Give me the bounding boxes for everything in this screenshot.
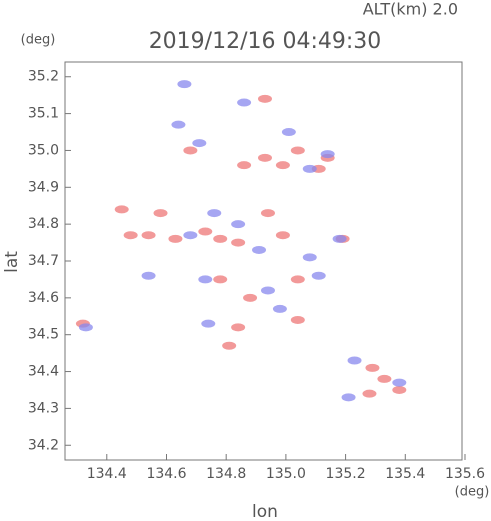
echo-point <box>201 319 216 328</box>
echo-point <box>231 238 246 247</box>
y-tick-label: 34.8 <box>28 216 59 232</box>
y-tick-label: 34.7 <box>28 253 59 269</box>
echo-point <box>168 234 183 243</box>
echo-point <box>252 245 267 254</box>
y-tick-label: 35.2 <box>28 69 59 85</box>
echo-point <box>257 153 272 162</box>
echo-point <box>237 161 252 170</box>
echo-point <box>302 164 317 173</box>
echo-point <box>290 315 305 324</box>
y-tick-label: 35.1 <box>28 106 59 122</box>
echo-point <box>275 231 290 240</box>
echo-point <box>213 234 228 243</box>
echo-point <box>257 94 272 103</box>
plot-frame <box>64 61 463 461</box>
echo-point <box>213 275 228 284</box>
echo-point <box>332 234 347 243</box>
echo-point <box>207 209 222 218</box>
echo-point <box>123 231 138 240</box>
y-tick-label: 34.5 <box>28 327 59 343</box>
echo-point <box>290 275 305 284</box>
echo-point <box>243 293 258 302</box>
echo-point <box>198 275 213 284</box>
y-tick-label: 34.6 <box>28 290 59 306</box>
y-tick-label: 35.0 <box>28 142 59 158</box>
echo-point <box>183 231 198 240</box>
echo-point <box>141 231 156 240</box>
y-unit: (deg) <box>21 33 56 48</box>
x-tick-label: 135.4 <box>385 466 425 482</box>
echo-point <box>177 80 192 89</box>
echo-point <box>362 389 377 398</box>
echo-point <box>392 378 407 387</box>
echo-point <box>260 209 275 218</box>
echo-point <box>377 374 392 383</box>
echo-point <box>290 146 305 155</box>
echo-point <box>231 220 246 229</box>
echo-point <box>392 385 407 394</box>
chart-title: 2019/12/16 04:49:30 <box>149 29 382 54</box>
altitude: ALT(km) 2.0 <box>363 0 458 19</box>
echo-point <box>198 227 213 236</box>
y-tick-label: 34.3 <box>28 400 59 416</box>
echo-point <box>183 146 198 155</box>
echo-point <box>153 209 168 218</box>
x-tick-label: 135.0 <box>266 466 306 482</box>
x-axis-label: lon <box>252 502 278 521</box>
echo-point <box>275 161 290 170</box>
x-tick-label: 134.8 <box>206 466 246 482</box>
x-tick-label: 134.4 <box>87 466 127 482</box>
echo-point <box>171 120 186 129</box>
echo-point <box>281 128 296 137</box>
echo-point <box>192 139 207 148</box>
echo-point <box>260 286 275 295</box>
echo-point <box>347 356 362 365</box>
y-tick-label: 34.2 <box>28 437 59 453</box>
echo-point <box>320 150 335 159</box>
y-tick-label: 34.9 <box>28 179 59 195</box>
echo-point <box>222 341 237 350</box>
x-unit: (deg) <box>455 485 490 500</box>
echo-point <box>141 271 156 280</box>
echo-point <box>237 98 252 107</box>
echo-point <box>302 253 317 262</box>
echo-point <box>272 304 287 313</box>
echo-point <box>78 323 93 332</box>
x-tick-label: 135.6 <box>445 466 485 482</box>
x-tick-label: 134.6 <box>146 466 186 482</box>
echo-point <box>341 393 356 402</box>
echo-point <box>311 271 326 280</box>
y-axis-label: lat <box>2 251 22 273</box>
x-tick-label: 135.2 <box>326 466 366 482</box>
y-tick-label: 34.4 <box>28 364 59 380</box>
echo-point <box>231 323 246 332</box>
echo-point <box>365 363 380 372</box>
echo-point <box>114 205 129 214</box>
